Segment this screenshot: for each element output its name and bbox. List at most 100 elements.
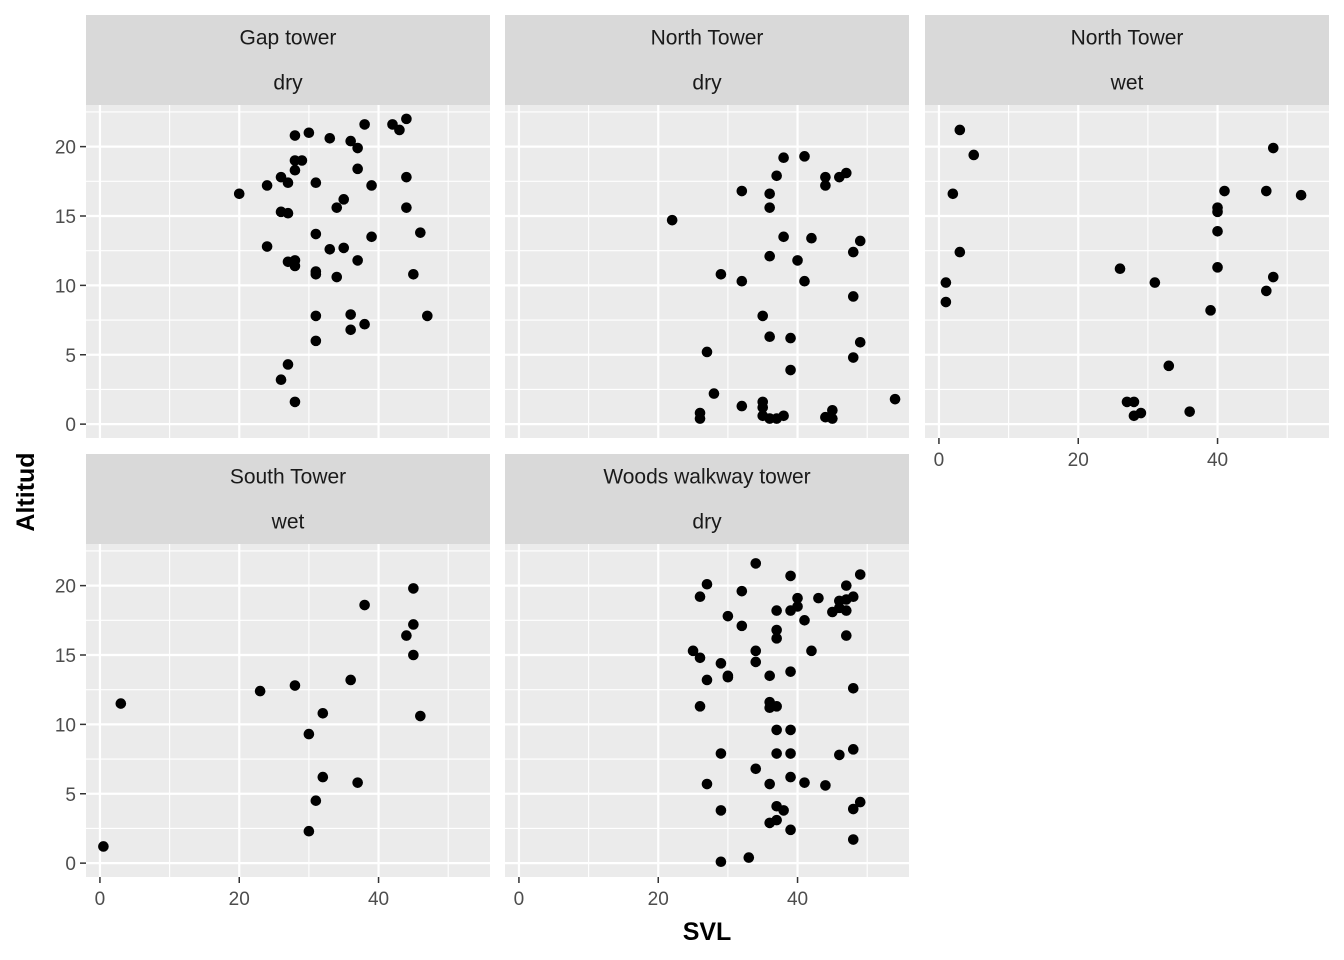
data-point	[954, 246, 966, 258]
facet-strip-condition-label: dry	[273, 72, 303, 95]
data-point	[771, 724, 782, 736]
data-point	[736, 585, 748, 597]
data-point	[408, 583, 419, 594]
data-point	[743, 852, 755, 863]
y-tick-label: 0	[65, 415, 76, 436]
x-tick-label: 0	[95, 889, 106, 910]
data-point	[799, 275, 810, 287]
data-point	[261, 180, 273, 191]
y-tick-label: 15	[55, 207, 76, 228]
data-point	[310, 795, 322, 806]
facet-strip-background	[86, 454, 490, 544]
data-point	[331, 202, 343, 213]
data-point	[1149, 277, 1161, 288]
x-tick-label: 40	[787, 889, 808, 910]
data-point	[401, 171, 412, 183]
data-point	[847, 803, 859, 815]
panel-background	[925, 105, 1329, 438]
data-point	[715, 658, 727, 669]
data-point	[324, 244, 336, 255]
data-point	[847, 683, 859, 694]
data-point	[820, 171, 831, 183]
data-point	[764, 250, 775, 262]
data-point	[303, 825, 315, 837]
data-point	[722, 610, 734, 622]
data-point	[778, 410, 789, 422]
data-point	[847, 291, 859, 302]
data-point	[778, 805, 789, 816]
facet-strip-background	[505, 15, 909, 105]
data-point	[701, 578, 713, 590]
data-point	[827, 413, 838, 424]
data-point	[1114, 263, 1126, 275]
data-point	[289, 680, 301, 691]
data-point	[750, 645, 762, 657]
data-point	[1267, 271, 1279, 283]
data-point	[940, 296, 952, 308]
data-point	[764, 331, 775, 343]
data-point	[1212, 225, 1223, 237]
data-point	[359, 599, 370, 611]
x-tick-label: 40	[1207, 450, 1228, 471]
y-axis-title: Altitud	[12, 452, 40, 531]
data-point	[282, 359, 294, 370]
panel-background	[86, 544, 490, 877]
data-point	[701, 778, 713, 790]
data-point	[715, 856, 727, 868]
y-tick-label: 5	[65, 785, 76, 806]
data-point	[854, 569, 866, 580]
x-tick-label: 0	[514, 889, 525, 910]
y-tick-label: 10	[55, 276, 76, 297]
data-point	[254, 685, 266, 697]
data-point	[778, 231, 789, 243]
facet-panel: North Tower wet 0 20 40	[925, 15, 1329, 471]
data-point	[401, 202, 412, 213]
data-point	[352, 142, 363, 154]
data-point	[847, 834, 859, 845]
data-point	[1135, 407, 1147, 419]
data-point	[736, 185, 748, 197]
data-point	[847, 591, 859, 603]
data-point	[694, 591, 706, 603]
data-point	[806, 232, 817, 244]
data-point	[310, 335, 322, 347]
data-point	[889, 393, 901, 405]
facet-strip-tower-label: Woods walkway tower	[603, 466, 810, 489]
data-point	[1205, 305, 1216, 316]
data-point	[359, 119, 370, 130]
data-point	[303, 127, 315, 139]
data-point	[1128, 396, 1140, 408]
data-point	[345, 309, 356, 320]
panel-background	[86, 105, 490, 438]
data-point	[757, 402, 769, 413]
data-point	[792, 255, 803, 266]
data-point	[799, 615, 810, 626]
data-point	[687, 645, 699, 657]
data-point	[310, 177, 322, 188]
data-point	[282, 177, 294, 188]
data-point	[841, 167, 852, 179]
data-point	[401, 630, 412, 641]
x-tick-label: 20	[648, 889, 669, 910]
facet-strip-tower-label: North Tower	[651, 27, 764, 50]
data-point	[722, 671, 734, 683]
data-point	[854, 235, 866, 247]
data-point	[771, 814, 782, 826]
data-point	[940, 277, 952, 288]
data-point	[715, 268, 727, 280]
data-point	[1295, 189, 1307, 201]
data-point	[947, 188, 959, 200]
data-point	[694, 652, 706, 664]
data-point	[820, 780, 831, 791]
data-point	[317, 707, 329, 719]
data-point	[750, 558, 762, 569]
data-point	[345, 674, 356, 686]
data-point	[694, 413, 706, 424]
data-point	[854, 336, 866, 348]
data-point	[401, 113, 412, 125]
data-point	[785, 332, 796, 344]
data-point	[310, 310, 322, 322]
data-point	[785, 748, 796, 759]
data-point	[331, 271, 343, 283]
data-point	[968, 149, 980, 161]
